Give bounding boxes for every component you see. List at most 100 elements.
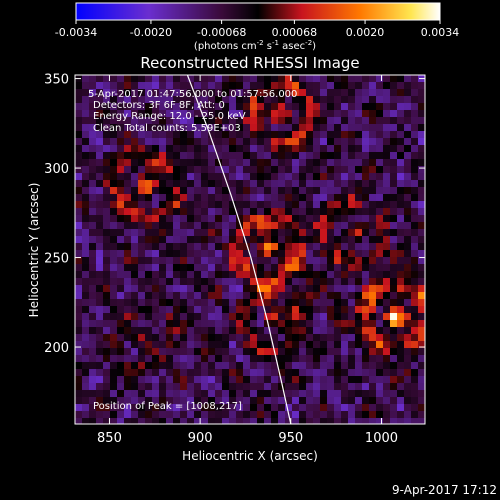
- heatmap-cell: [222, 271, 229, 278]
- heatmap-cell: [75, 194, 82, 201]
- heatmap-cell: [327, 103, 334, 110]
- heatmap-cell: [411, 173, 418, 180]
- heatmap-cell: [278, 250, 285, 257]
- heatmap-cell: [152, 390, 159, 397]
- heatmap-cell: [131, 208, 138, 215]
- heatmap-cell: [166, 124, 173, 131]
- heatmap-cell: [124, 404, 131, 411]
- heatmap-cell: [145, 341, 152, 348]
- heatmap-cell: [124, 348, 131, 355]
- heatmap-cell: [208, 397, 215, 404]
- heatmap-cell: [369, 264, 376, 271]
- heatmap-cell: [355, 138, 362, 145]
- heatmap-cell: [138, 383, 145, 390]
- heatmap-cell: [187, 369, 194, 376]
- heatmap-cell: [103, 222, 110, 229]
- heatmap-cell: [362, 131, 369, 138]
- heatmap-cell: [208, 243, 215, 250]
- heatmap-cell: [418, 187, 425, 194]
- heatmap-cell: [257, 145, 264, 152]
- heatmap-cell: [131, 159, 138, 166]
- heatmap-cell: [152, 138, 159, 145]
- heatmap-cell: [341, 355, 348, 362]
- heatmap-cell: [117, 341, 124, 348]
- heatmap-cell: [180, 180, 187, 187]
- heatmap-cell: [145, 180, 152, 187]
- heatmap-cell: [334, 299, 341, 306]
- heatmap-cell: [138, 285, 145, 292]
- heatmap-cell: [173, 285, 180, 292]
- heatmap-cell: [222, 418, 229, 424]
- heatmap-cell: [75, 348, 82, 355]
- heatmap-cell: [278, 180, 285, 187]
- heatmap-cell: [201, 383, 208, 390]
- heatmap-cell: [75, 159, 82, 166]
- heatmap-cell: [110, 411, 117, 418]
- heatmap-cell: [327, 257, 334, 264]
- heatmap-cell: [376, 124, 383, 131]
- heatmap-cell: [180, 124, 187, 131]
- heatmap-cell: [292, 362, 299, 369]
- heatmap-cell: [334, 75, 341, 82]
- heatmap-cell: [82, 82, 89, 89]
- heatmap-cell: [348, 250, 355, 257]
- heatmap-cell: [292, 187, 299, 194]
- heatmap-cell: [390, 173, 397, 180]
- heatmap-cell: [124, 271, 131, 278]
- heatmap-cell: [383, 376, 390, 383]
- heatmap-cell: [173, 138, 180, 145]
- heatmap-cell: [376, 390, 383, 397]
- colorbar-ticks: -0.0034 -0.0020 -0.00068 0.00068 0.0020 0.003…: [55, 20, 459, 39]
- heatmap-cell: [320, 166, 327, 173]
- heatmap-cell: [334, 306, 341, 313]
- heatmap-cell: [306, 138, 313, 145]
- heatmap-cell: [117, 222, 124, 229]
- heatmap-cell: [299, 348, 306, 355]
- heatmap-cell: [362, 313, 369, 320]
- heatmap-cell: [159, 82, 166, 89]
- heatmap-cell: [159, 334, 166, 341]
- heatmap-cell: [173, 110, 180, 117]
- heatmap-cell: [243, 222, 250, 229]
- heatmap-cell: [355, 383, 362, 390]
- heatmap-cell: [124, 257, 131, 264]
- heatmap-cell: [341, 110, 348, 117]
- heatmap-cell: [138, 201, 145, 208]
- heatmap-cell: [208, 362, 215, 369]
- heatmap-cell: [131, 82, 138, 89]
- heatmap-cell: [278, 194, 285, 201]
- heatmap-cell: [397, 418, 404, 424]
- heatmap-cell: [145, 117, 152, 124]
- heatmap-cell: [208, 103, 215, 110]
- heatmap-cell: [285, 271, 292, 278]
- heatmap-cell: [362, 117, 369, 124]
- heatmap-cell: [75, 243, 82, 250]
- heatmap-cell: [173, 334, 180, 341]
- heatmap-cell: [159, 138, 166, 145]
- heatmap-cell: [152, 250, 159, 257]
- heatmap-cell: [292, 145, 299, 152]
- heatmap-cell: [264, 131, 271, 138]
- heatmap-cell: [341, 292, 348, 299]
- heatmap-cell: [236, 306, 243, 313]
- heatmap-cell: [418, 145, 425, 152]
- heatmap-cell: [131, 201, 138, 208]
- heatmap-cell: [145, 292, 152, 299]
- heatmap-cell: [299, 383, 306, 390]
- heatmap-cell: [138, 348, 145, 355]
- heatmap-cell: [341, 306, 348, 313]
- heatmap-cell: [404, 229, 411, 236]
- heatmap-cell: [75, 124, 82, 131]
- heatmap-cell: [397, 257, 404, 264]
- footer-timestamp: 9-Apr-2017 17:12: [392, 483, 497, 497]
- heatmap-cell: [236, 173, 243, 180]
- heatmap-cell: [243, 355, 250, 362]
- heatmap-cell: [376, 404, 383, 411]
- heatmap-cell: [320, 362, 327, 369]
- heatmap-cell: [138, 418, 145, 424]
- heatmap-cell: [208, 145, 215, 152]
- heatmap-cell: [348, 362, 355, 369]
- heatmap-cell: [257, 222, 264, 229]
- heatmap-cell: [271, 397, 278, 404]
- heatmap-cell: [117, 89, 124, 96]
